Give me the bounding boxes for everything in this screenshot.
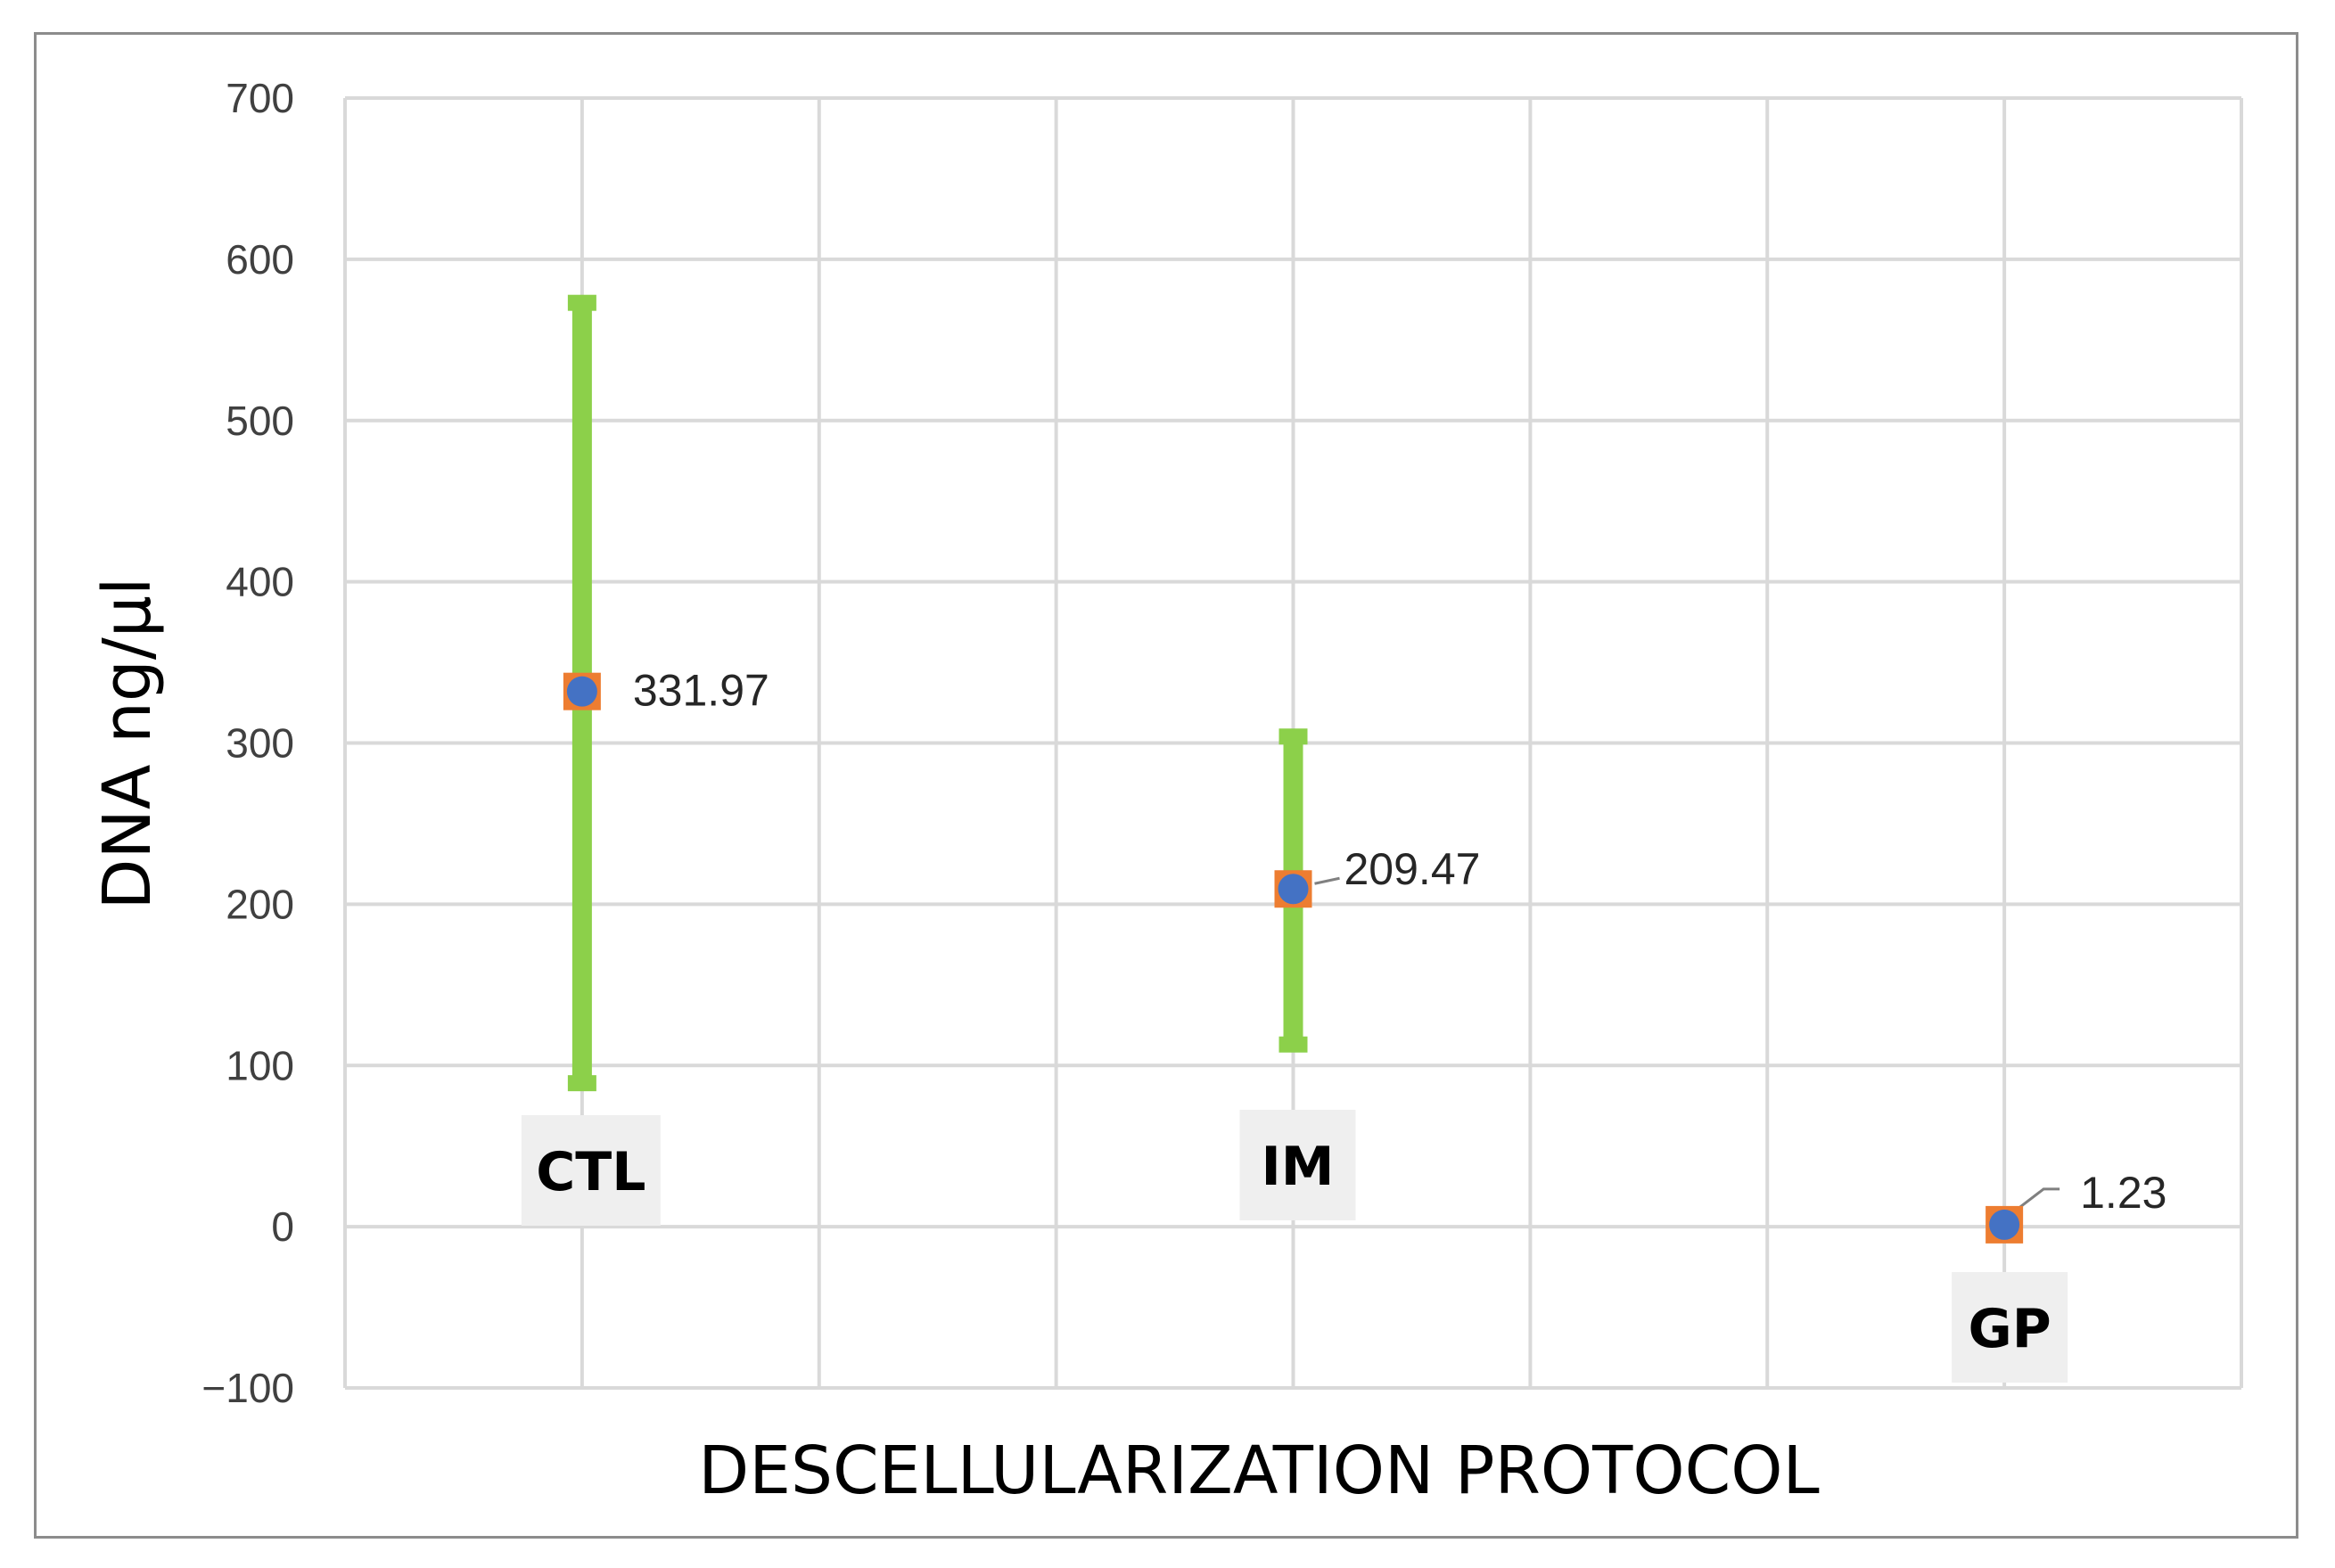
y-tick-label: 300 xyxy=(226,720,294,767)
data-label-layer: 331.97 209.47 1.23 xyxy=(633,666,2167,1218)
category-label-ctl: CTL xyxy=(536,1141,645,1203)
x-axis-title: DESCELLULARIZATION PROTOCOL xyxy=(698,1433,1819,1509)
category-label-bg xyxy=(1239,1110,1356,1220)
data-label: 1.23 xyxy=(2080,1168,2166,1218)
data-label: 331.97 xyxy=(633,666,769,716)
data-label: 209.47 xyxy=(1344,844,1481,894)
y-tick-label: 400 xyxy=(226,559,294,605)
category-label-bg xyxy=(1952,1272,2068,1383)
error-bar-cap-low xyxy=(567,1075,596,1092)
error-bar-cap-low xyxy=(1278,1036,1308,1053)
y-tick-label: 700 xyxy=(226,75,294,121)
leader-line-layer xyxy=(1314,876,2060,1214)
chart-frame xyxy=(34,32,2298,1539)
data-point xyxy=(1989,1209,2020,1240)
y-tick-label: 100 xyxy=(226,1042,294,1088)
y-tick-label: 200 xyxy=(226,881,294,927)
error-bar-cap-high xyxy=(567,294,596,311)
category-label-bg xyxy=(521,1115,661,1226)
leader-line xyxy=(1314,876,1340,885)
marker-layer xyxy=(563,672,2024,1244)
data-point xyxy=(566,676,597,707)
category-label-layer: CTL IM GP xyxy=(521,1110,2068,1383)
grid-layer xyxy=(343,96,2243,1390)
tick-layer: −100 0 100 200 300 400 500 600 700 xyxy=(201,75,294,1411)
y-tick-label: 600 xyxy=(226,236,294,283)
y-tick-label: 500 xyxy=(226,398,294,444)
y-tick-label: −100 xyxy=(201,1365,294,1411)
category-label-gp: GP xyxy=(1969,1298,2051,1360)
data-point xyxy=(1278,874,1309,905)
category-label-im: IM xyxy=(1261,1136,1334,1198)
y-tick-label: 0 xyxy=(271,1203,294,1250)
y-axis-title: DNA ng/µl xyxy=(89,578,166,910)
error-bar-cap-high xyxy=(1278,728,1308,745)
leader-line xyxy=(2012,1187,2060,1214)
